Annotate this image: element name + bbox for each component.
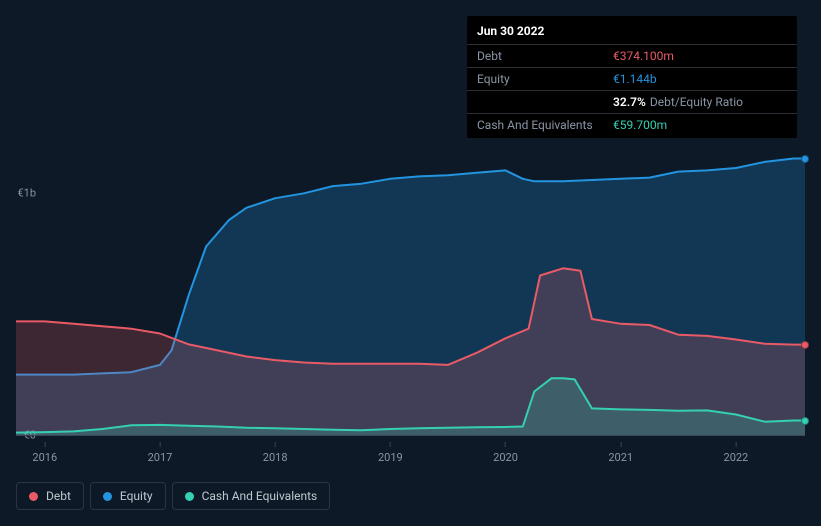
legend-dot-icon (29, 492, 38, 501)
x-tick-label: 2020 (493, 442, 518, 464)
legend-item-equity[interactable]: Equity (90, 482, 166, 510)
x-tick-label: 2019 (378, 442, 403, 464)
chart-tooltip: Jun 30 2022 Debt €374.100m Equity €1.144b 32… (467, 16, 797, 138)
x-tick-label: 2021 (608, 442, 633, 464)
x-tick-label: 2022 (724, 442, 749, 464)
series-end-dot-equity (801, 155, 809, 163)
baseline-zero (16, 435, 805, 436)
tooltip-row-value: 32.7%Debt/Equity Ratio (613, 95, 743, 109)
debt-equity-chart: €0€1b 2016201720182019202020212022 Jun 3… (0, 0, 821, 526)
tooltip-date: Jun 30 2022 (467, 22, 797, 44)
series-end-dot-cash (801, 417, 809, 425)
legend-item-cash[interactable]: Cash And Equivalents (172, 482, 331, 510)
x-tick-label: 2018 (263, 442, 288, 464)
tooltip-row-value: €59.700m (613, 118, 667, 132)
chart-legend: Debt Equity Cash And Equivalents (16, 482, 330, 510)
tooltip-row: Equity €1.144b (467, 67, 797, 90)
tooltip-row-value: €374.100m (613, 49, 674, 63)
x-tick-label: 2017 (148, 442, 173, 464)
legend-dot-icon (185, 492, 194, 501)
tooltip-row-value: €1.144b (613, 72, 657, 86)
legend-label: Debt (46, 489, 71, 503)
legend-item-debt[interactable]: Debt (16, 482, 84, 510)
legend-label: Cash And Equivalents (202, 489, 318, 503)
legend-label: Equity (120, 489, 153, 503)
legend-dot-icon (103, 492, 112, 501)
tooltip-row: 32.7%Debt/Equity Ratio (467, 90, 797, 113)
series-end-dot-debt (801, 341, 809, 349)
tooltip-row-label: Equity (477, 72, 597, 86)
x-tick-label: 2016 (32, 442, 57, 464)
tooltip-row-label: Debt (477, 49, 597, 63)
tooltip-row: Cash And Equivalents €59.700m (467, 113, 797, 136)
plot-area[interactable] (16, 145, 805, 435)
tooltip-row-label: Cash And Equivalents (477, 118, 597, 132)
tooltip-row-label (477, 95, 597, 109)
chart-svg (16, 145, 805, 435)
tooltip-row: Debt €374.100m (467, 44, 797, 67)
